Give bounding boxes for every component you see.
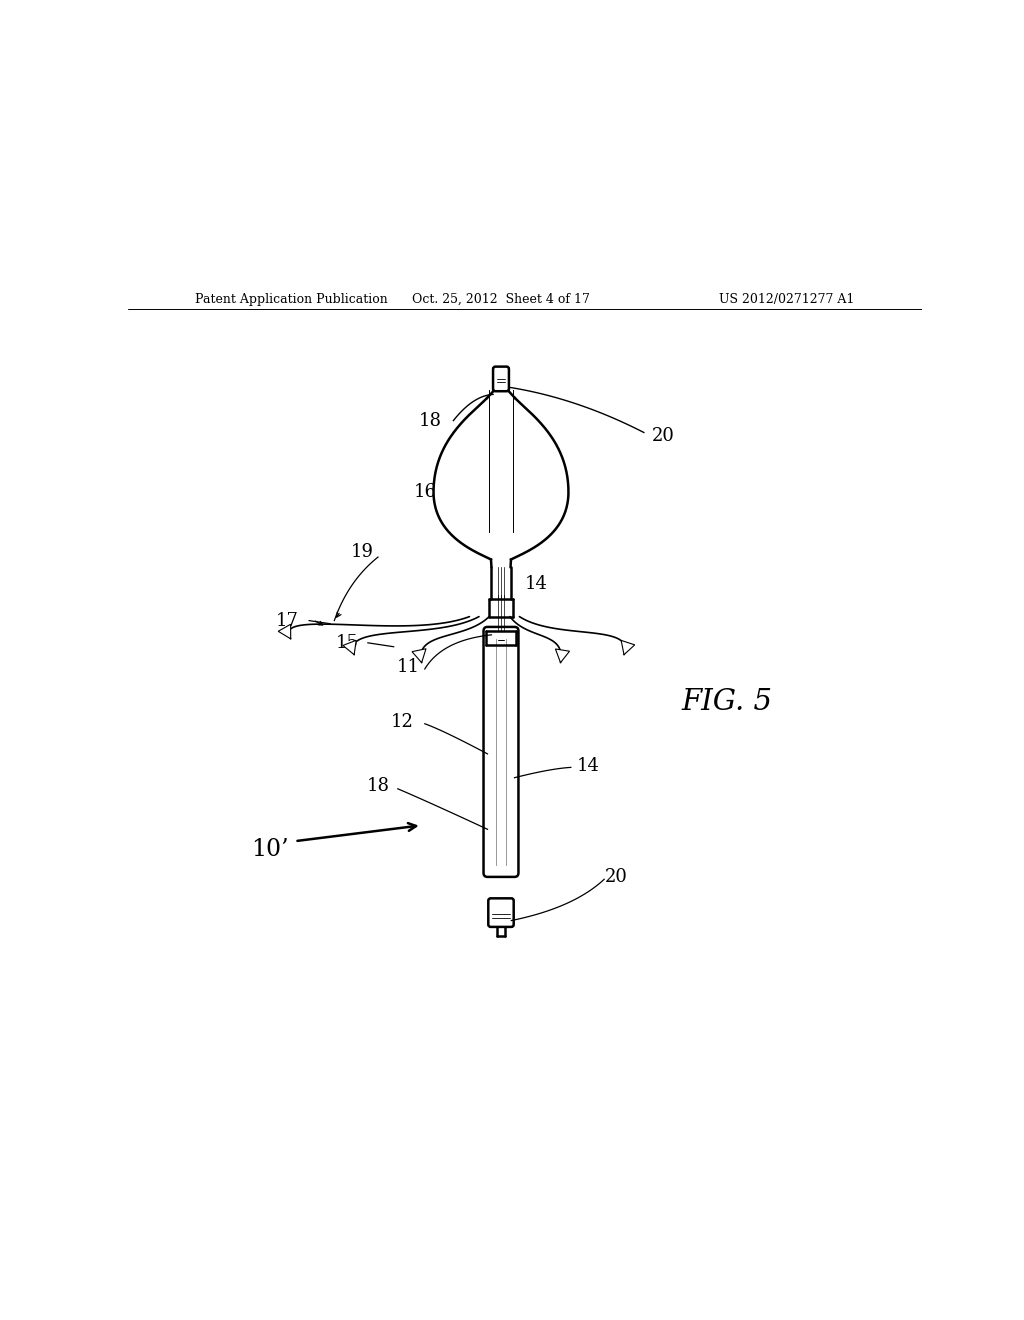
Polygon shape (555, 649, 569, 663)
Text: 12: 12 (391, 713, 414, 731)
FancyBboxPatch shape (494, 367, 509, 391)
FancyBboxPatch shape (488, 899, 514, 927)
Polygon shape (279, 624, 291, 639)
Polygon shape (622, 640, 635, 655)
Text: 19: 19 (351, 543, 374, 561)
Text: 18: 18 (367, 776, 390, 795)
Text: 16’: 16’ (414, 483, 442, 502)
Text: 14: 14 (524, 576, 548, 593)
Text: 10’: 10’ (251, 838, 289, 861)
Text: Patent Application Publication: Patent Application Publication (196, 293, 388, 306)
Polygon shape (343, 640, 356, 655)
Text: 11: 11 (397, 657, 420, 676)
Polygon shape (433, 399, 568, 560)
Text: 14: 14 (577, 756, 599, 775)
Text: 20: 20 (652, 428, 675, 445)
Polygon shape (412, 648, 426, 663)
Text: Oct. 25, 2012  Sheet 4 of 17: Oct. 25, 2012 Sheet 4 of 17 (412, 293, 590, 306)
Text: FIG. 5: FIG. 5 (682, 688, 773, 717)
Text: 18: 18 (419, 412, 441, 429)
Text: 15: 15 (335, 634, 358, 652)
FancyBboxPatch shape (483, 627, 518, 876)
Text: US 2012/0271277 A1: US 2012/0271277 A1 (719, 293, 854, 306)
Text: 20: 20 (604, 869, 628, 886)
Text: 17: 17 (275, 611, 299, 630)
